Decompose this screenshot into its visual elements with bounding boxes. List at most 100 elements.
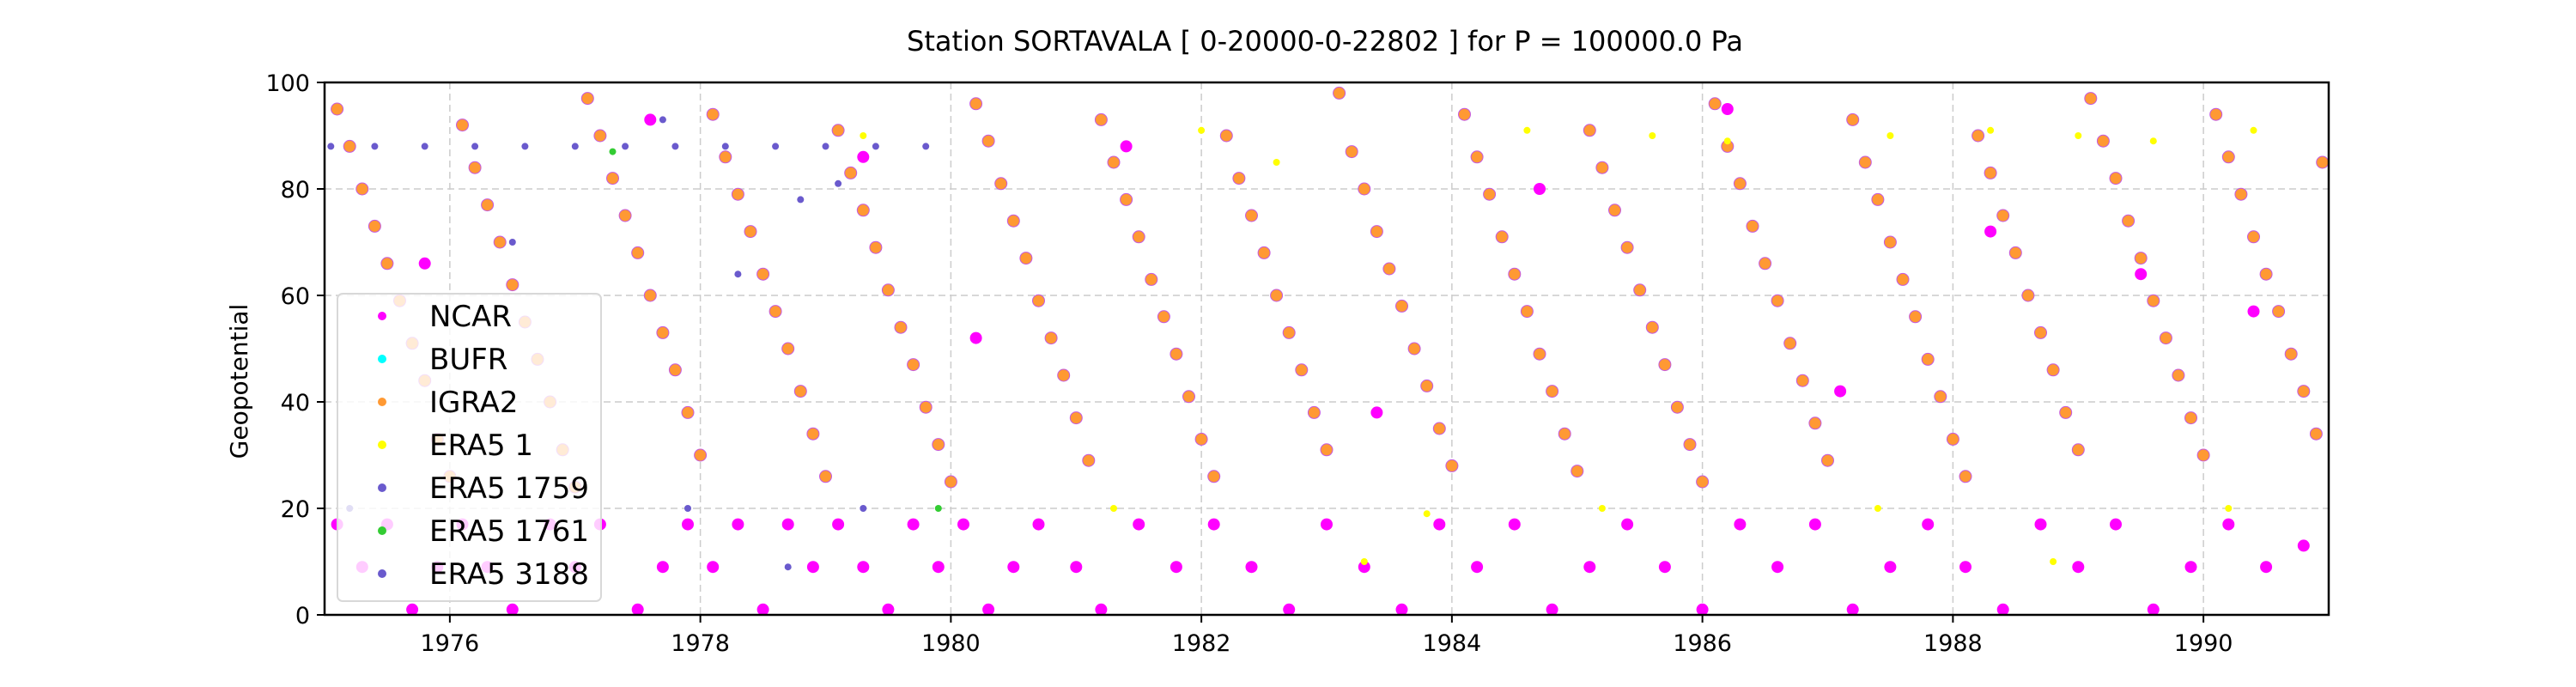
data-point: [1834, 385, 1847, 398]
data-point: [331, 102, 344, 116]
data-point: [2059, 405, 2073, 419]
data-point: [1219, 129, 1233, 143]
data-point: [969, 331, 982, 344]
data-point: [793, 385, 807, 398]
data-point: [860, 132, 867, 139]
data-point: [1658, 561, 1671, 574]
data-point: [781, 518, 794, 531]
data-point: [1783, 337, 1797, 350]
data-point: [1395, 603, 1408, 616]
data-point: [1182, 390, 1195, 404]
data-point: [2149, 137, 2157, 145]
data-point: [1884, 561, 1897, 574]
data-point: [1996, 209, 2010, 222]
data-point: [644, 113, 657, 126]
data-point: [919, 400, 933, 414]
data-point: [1959, 561, 1971, 574]
data-point: [1996, 603, 2009, 616]
data-point: [707, 561, 720, 574]
data-point: [643, 289, 657, 302]
data-point: [1307, 405, 1321, 419]
data-point: [1871, 192, 1885, 206]
data-point: [2250, 126, 2257, 134]
data-point: [1583, 124, 1596, 137]
data-point: [2309, 427, 2323, 441]
data-point: [1696, 603, 1709, 616]
data-point: [668, 363, 682, 377]
data-point: [1345, 145, 1358, 159]
data-point: [756, 267, 770, 281]
data-point: [907, 518, 920, 531]
data-point: [881, 283, 895, 297]
data-point: [1207, 518, 1220, 531]
data-point: [1170, 347, 1183, 361]
legend-marker: [378, 483, 386, 492]
data-point: [618, 209, 632, 222]
data-point: [1746, 219, 1759, 233]
data-point: [2221, 150, 2235, 164]
data-point: [368, 219, 381, 233]
data-point: [1886, 132, 1894, 139]
data-point: [822, 143, 829, 150]
data-point: [2021, 289, 2035, 302]
data-point: [2147, 603, 2160, 616]
data-point: [721, 143, 729, 150]
data-point: [1533, 347, 1546, 361]
data-point: [1110, 505, 1117, 512]
data-point: [831, 124, 845, 137]
data-point: [656, 325, 670, 339]
data-point: [856, 204, 870, 217]
data-point: [706, 107, 720, 121]
data-point: [1858, 155, 1872, 169]
data-point: [659, 116, 666, 124]
data-point: [1771, 294, 1784, 307]
data-point: [1132, 230, 1145, 244]
data-point: [1708, 97, 1722, 111]
y-tick-label: 80: [281, 177, 310, 204]
data-point: [1658, 358, 1672, 372]
data-point: [1282, 325, 1296, 339]
data-point: [1133, 518, 1145, 531]
data-point: [521, 143, 529, 150]
x-tick-label: 1980: [921, 630, 981, 657]
data-point: [1896, 272, 1910, 286]
data-point: [806, 427, 820, 441]
data-point: [1571, 465, 1584, 478]
x-tick-label: 1986: [1673, 630, 1732, 657]
data-point: [2247, 305, 2260, 318]
data-point: [872, 143, 879, 150]
data-point: [631, 246, 645, 259]
data-point: [471, 143, 479, 150]
data-point: [1245, 561, 1258, 574]
data-point: [1295, 363, 1309, 377]
x-tick-label: 1976: [421, 630, 480, 657]
data-point: [1971, 129, 1985, 143]
data-point: [1846, 603, 1859, 616]
data-point: [1057, 368, 1071, 382]
legend-label: ERA5 1: [429, 429, 533, 463]
data-point: [1608, 204, 1621, 217]
data-point: [631, 603, 644, 616]
data-point: [1620, 240, 1634, 254]
data-point: [1320, 443, 1334, 457]
data-point: [860, 505, 867, 512]
data-point: [1032, 294, 1045, 307]
legend-marker: [378, 355, 386, 363]
data-point: [1069, 411, 1083, 425]
data-point: [2259, 267, 2273, 281]
x-tick-label: 1982: [1172, 630, 1231, 657]
data-point: [1358, 182, 1371, 196]
data-point: [343, 139, 356, 153]
data-point: [1883, 235, 1897, 249]
data-point: [2234, 187, 2248, 201]
data-point: [1649, 132, 1656, 139]
data-point: [944, 475, 957, 489]
legend-marker: [378, 569, 386, 578]
data-point: [1360, 558, 1368, 565]
data-point: [609, 148, 617, 155]
data-point: [1157, 310, 1170, 324]
data-point: [493, 235, 507, 249]
legend-marker: [378, 398, 386, 406]
data-point: [1470, 150, 1484, 164]
data-point: [681, 405, 695, 419]
